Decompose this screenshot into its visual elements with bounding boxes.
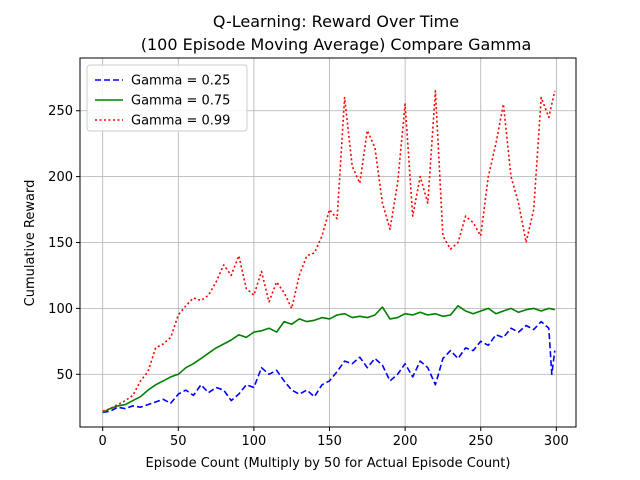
y-tick-label: 100	[48, 302, 73, 317]
chart-title-line-2: (100 Episode Moving Average) Compare Gam…	[141, 35, 532, 54]
y-tick-label: 50	[56, 368, 73, 383]
series-line-1	[102, 320, 556, 414]
x-tick-label: 250	[468, 434, 493, 449]
x-tick-label: 150	[317, 434, 342, 449]
y-axis-ticks: 50 100 150 200 250	[48, 104, 80, 383]
legend-label-3: Gamma = 0.99	[131, 114, 230, 129]
x-tick-label: 50	[170, 434, 187, 449]
legend-label-2: Gamma = 0.75	[131, 94, 230, 109]
plot-series	[102, 90, 556, 414]
y-tick-label: 150	[48, 236, 73, 251]
x-tick-label: 100	[241, 434, 266, 449]
x-tick-label: 0	[99, 434, 107, 449]
y-axis-label: Cumulative Reward	[23, 180, 38, 307]
y-tick-label: 250	[48, 104, 73, 119]
x-tick-label: 200	[393, 434, 418, 449]
legend-label-1: Gamma = 0.25	[131, 74, 230, 89]
x-axis-ticks: 0 50 100 150 200 250 300	[99, 427, 569, 449]
series-line-2	[102, 305, 555, 414]
chart-title: Q-Learning: Reward Over Time (100 Episod…	[141, 12, 532, 54]
chart-title-line-1: Q-Learning: Reward Over Time	[213, 12, 459, 31]
x-tick-label: 300	[544, 434, 569, 449]
legend-box	[86, 64, 248, 132]
x-axis-label: Episode Count (Multiply by 50 for Actual…	[146, 456, 511, 471]
legend: Gamma = 0.25 Gamma = 0.75 Gamma = 0.99	[86, 64, 248, 132]
y-tick-label: 200	[48, 170, 73, 185]
